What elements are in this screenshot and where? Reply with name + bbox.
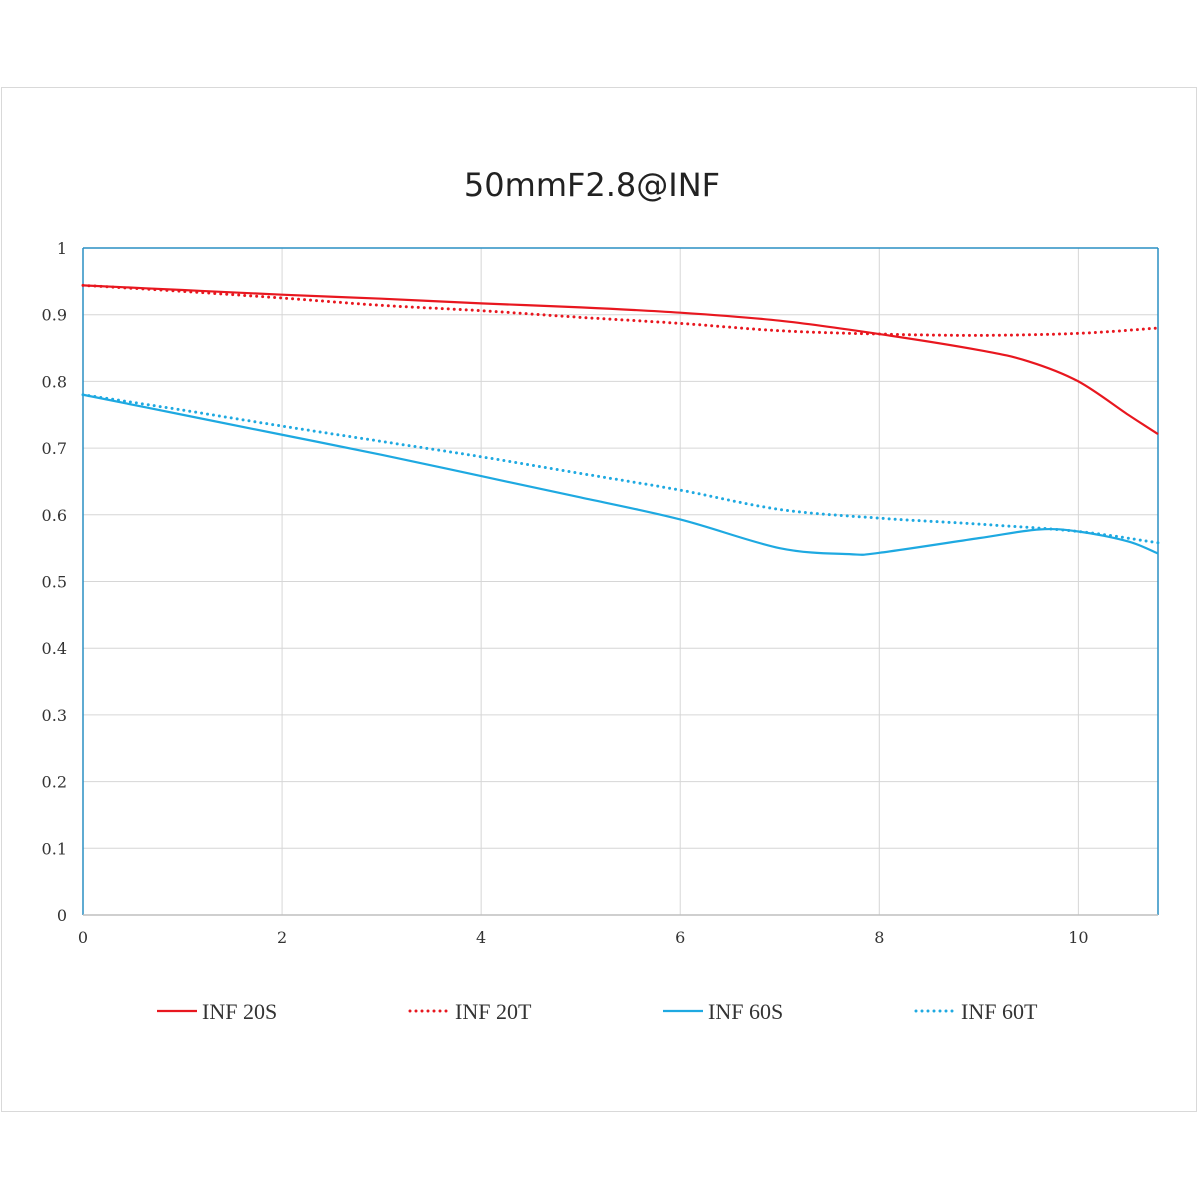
axes: 00.10.20.30.40.50.60.70.80.910 2 4 6 8 10 — [42, 239, 1159, 947]
y-tick-label: 0.1 — [42, 839, 67, 858]
x-tick-label: 8 — [874, 928, 884, 947]
y-tick-label: 0.5 — [42, 573, 67, 592]
chart-title: 50mmF2.8@INF — [464, 166, 720, 204]
series-line-inf-60t — [81, 393, 1160, 545]
x-tick-label: 4 — [476, 928, 486, 947]
legend-label-inf-60t: INF 60T — [961, 999, 1038, 1024]
y-tick-label: 0.3 — [42, 706, 67, 725]
legend: INF 20S INF 20T INF 60S INF 60T — [157, 999, 1038, 1024]
chart-frame — [1, 87, 1197, 1112]
y-tick-label: 0 — [57, 906, 67, 925]
x-tick-label: 2 — [277, 928, 287, 947]
y-tick-label: 1 — [57, 239, 67, 258]
legend-label-inf-60s: INF 60S — [708, 999, 783, 1024]
series-lines — [81, 283, 1160, 556]
x-tick-label: 6 — [675, 928, 685, 947]
y-tick-label: 0.6 — [42, 506, 67, 525]
y-tick-label: 0.4 — [42, 639, 67, 658]
y-tick-label: 0.7 — [42, 439, 67, 458]
grid — [83, 247, 1158, 915]
series-line-inf-20s — [82, 284, 1159, 436]
legend-label-inf-20s: INF 20S — [202, 999, 277, 1024]
series-line-inf-60s — [82, 393, 1159, 556]
x-tick-label: 0 — [78, 928, 88, 947]
x-tick-label: 10 — [1068, 928, 1088, 947]
y-tick-label: 0.8 — [42, 372, 67, 391]
y-tick-label: 0.9 — [42, 306, 67, 325]
series-line-inf-20t — [81, 283, 1160, 337]
y-tick-label: 0.2 — [42, 773, 67, 792]
legend-label-inf-20t: INF 20T — [455, 999, 532, 1024]
